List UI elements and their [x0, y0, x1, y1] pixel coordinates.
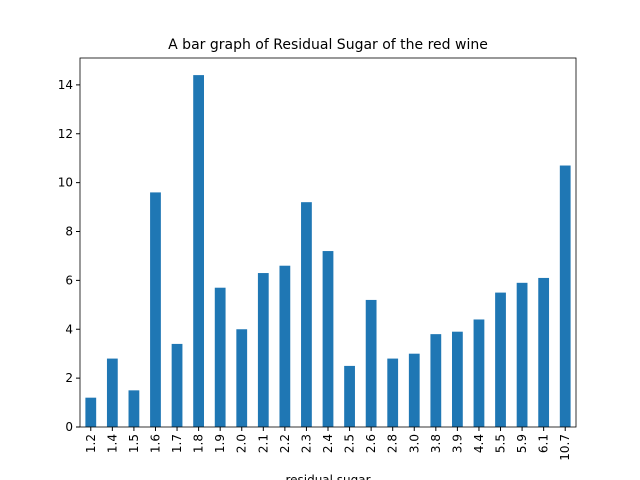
bar [150, 192, 161, 427]
y-tick-label: 14 [58, 78, 73, 92]
x-tick-label: 4.4 [472, 434, 486, 453]
bar [85, 397, 97, 427]
bar [452, 331, 463, 427]
bar [516, 282, 528, 427]
x-tick-label: 2.3 [299, 434, 313, 453]
y-tick-label: 10 [58, 176, 73, 190]
bar [214, 287, 226, 427]
x-axis-label: residual sugar [285, 473, 370, 480]
y-tick-label: 0 [65, 420, 73, 434]
bar [171, 343, 183, 427]
y-tick-label: 6 [65, 273, 73, 287]
x-tick-label: 5.9 [515, 434, 529, 453]
bar [365, 299, 377, 427]
bar [322, 251, 334, 427]
bar [408, 353, 420, 427]
x-tick-label: 1.9 [213, 434, 227, 453]
x-tick-label: 2.6 [364, 434, 378, 453]
bar [495, 292, 506, 427]
x-tick-label: 1.6 [148, 434, 162, 453]
x-tick-label: 2.2 [278, 434, 292, 453]
bar [387, 358, 399, 427]
bar [538, 277, 550, 427]
bar [430, 334, 442, 427]
x-tick-label: 6.1 [537, 434, 551, 453]
x-tick-label: 2.4 [321, 434, 335, 453]
plot-frame [79, 57, 577, 428]
bar [257, 273, 269, 427]
x-tick-label: 1.7 [170, 434, 184, 453]
bar [279, 265, 291, 427]
x-tick-label: 3.0 [407, 434, 421, 453]
x-tick-label: 1.8 [192, 434, 206, 453]
bar [236, 329, 248, 427]
bar [106, 358, 118, 427]
y-tick-label: 4 [65, 322, 73, 336]
chart-title: A bar graph of Residual Sugar of the red… [168, 37, 488, 53]
bar [559, 165, 571, 427]
bar [473, 319, 485, 427]
x-tick-label: 1.2 [84, 434, 98, 453]
y-tick-label: 2 [65, 371, 73, 385]
x-tick-label: 2.5 [343, 434, 357, 453]
x-tick-label: 2.8 [386, 434, 400, 453]
x-tick-label: 3.8 [429, 434, 443, 453]
x-tick-label: 5.5 [494, 434, 508, 453]
x-tick-label: 1.5 [127, 434, 141, 453]
x-tick-label: 1.4 [105, 434, 119, 453]
x-tick-label: 2.0 [235, 434, 249, 453]
x-tick-label: 3.9 [450, 434, 464, 453]
bar [301, 202, 312, 427]
x-tick-label: 10.7 [558, 434, 572, 461]
x-tick-label: 2.1 [256, 434, 270, 453]
bar [193, 75, 204, 427]
y-tick-label: 8 [65, 225, 73, 239]
bar [128, 390, 140, 427]
y-tick-label: 12 [58, 127, 73, 141]
bar [344, 365, 355, 427]
